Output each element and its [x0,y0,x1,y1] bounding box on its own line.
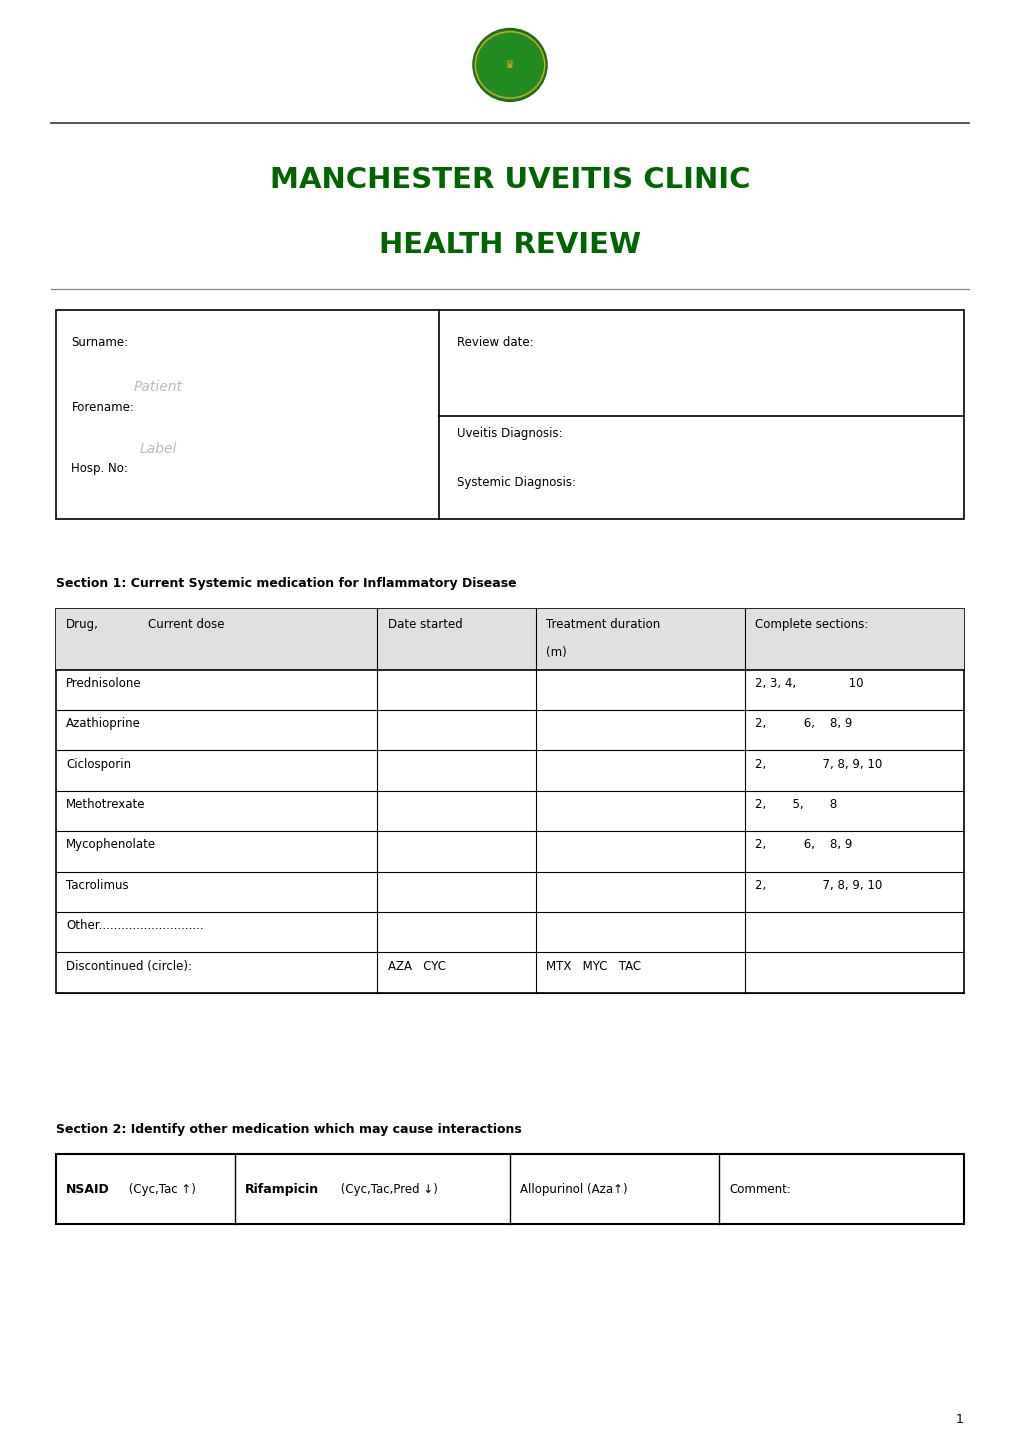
Text: 2,          6,    8, 9: 2, 6, 8, 9 [754,838,851,851]
Ellipse shape [473,29,546,101]
Text: Patient: Patient [133,380,182,394]
Text: Drug,: Drug, [66,618,99,631]
Text: Current dose: Current dose [148,618,224,631]
Text: Label: Label [140,442,176,456]
Text: ♛: ♛ [504,61,515,69]
Text: Section 2: Identify other medication which may cause interactions: Section 2: Identify other medication whi… [56,1123,522,1136]
Text: HEALTH REVIEW: HEALTH REVIEW [379,231,640,260]
Text: Mycophenolate: Mycophenolate [66,838,156,851]
Text: Review date:: Review date: [457,336,533,349]
Text: Methotrexate: Methotrexate [66,798,146,811]
Text: (m): (m) [545,646,566,659]
Text: MTX   MYC   TAC: MTX MYC TAC [545,960,640,973]
Text: Discontinued (circle):: Discontinued (circle): [66,960,193,973]
Text: AZA   CYC: AZA CYC [387,960,445,973]
Text: (Cyc,Tac ↑): (Cyc,Tac ↑) [125,1182,196,1196]
Text: NSAID: NSAID [66,1182,110,1196]
Text: Ciclosporin: Ciclosporin [66,758,131,771]
Bar [56,609,963,993]
Text: Systemic Diagnosis:: Systemic Diagnosis: [457,476,576,489]
Text: Allopurinol (Aza↑): Allopurinol (Aza↑) [520,1182,628,1196]
Text: Rifampicin: Rifampicin [245,1182,319,1196]
Bar [56,609,963,670]
Text: 2,          6,    8, 9: 2, 6, 8, 9 [754,717,851,730]
Text: Azathioprine: Azathioprine [66,717,141,730]
Text: MANCHESTER UVEITIS CLINIC: MANCHESTER UVEITIS CLINIC [269,166,750,195]
Text: Uveitis Diagnosis:: Uveitis Diagnosis: [457,427,562,440]
Text: Date started: Date started [387,618,462,631]
Bar [56,1154,963,1224]
Text: Hosp. No:: Hosp. No: [71,462,128,475]
Text: 2,               7, 8, 9, 10: 2, 7, 8, 9, 10 [754,879,881,892]
Text: Section 1: Current Systemic medication for Inflammatory Disease: Section 1: Current Systemic medication f… [56,577,517,590]
Text: Comment:: Comment: [729,1182,791,1196]
Text: 2, 3, 4,              10: 2, 3, 4, 10 [754,677,862,690]
Text: Complete sections:: Complete sections: [754,618,867,631]
Bar [56,310,963,519]
Text: 2,               7, 8, 9, 10: 2, 7, 8, 9, 10 [754,758,881,771]
Text: Prednisolone: Prednisolone [66,677,142,690]
Text: Treatment duration: Treatment duration [545,618,659,631]
Text: 2,       5,       8: 2, 5, 8 [754,798,837,811]
Text: (Cyc,Tac,Pred ↓): (Cyc,Tac,Pred ↓) [336,1182,437,1196]
Text: Surname:: Surname: [71,336,128,349]
Text: 1: 1 [955,1413,963,1426]
Text: Forename:: Forename: [71,401,135,414]
Text: Tacrolimus: Tacrolimus [66,879,128,892]
Text: Other............................: Other............................ [66,919,204,932]
